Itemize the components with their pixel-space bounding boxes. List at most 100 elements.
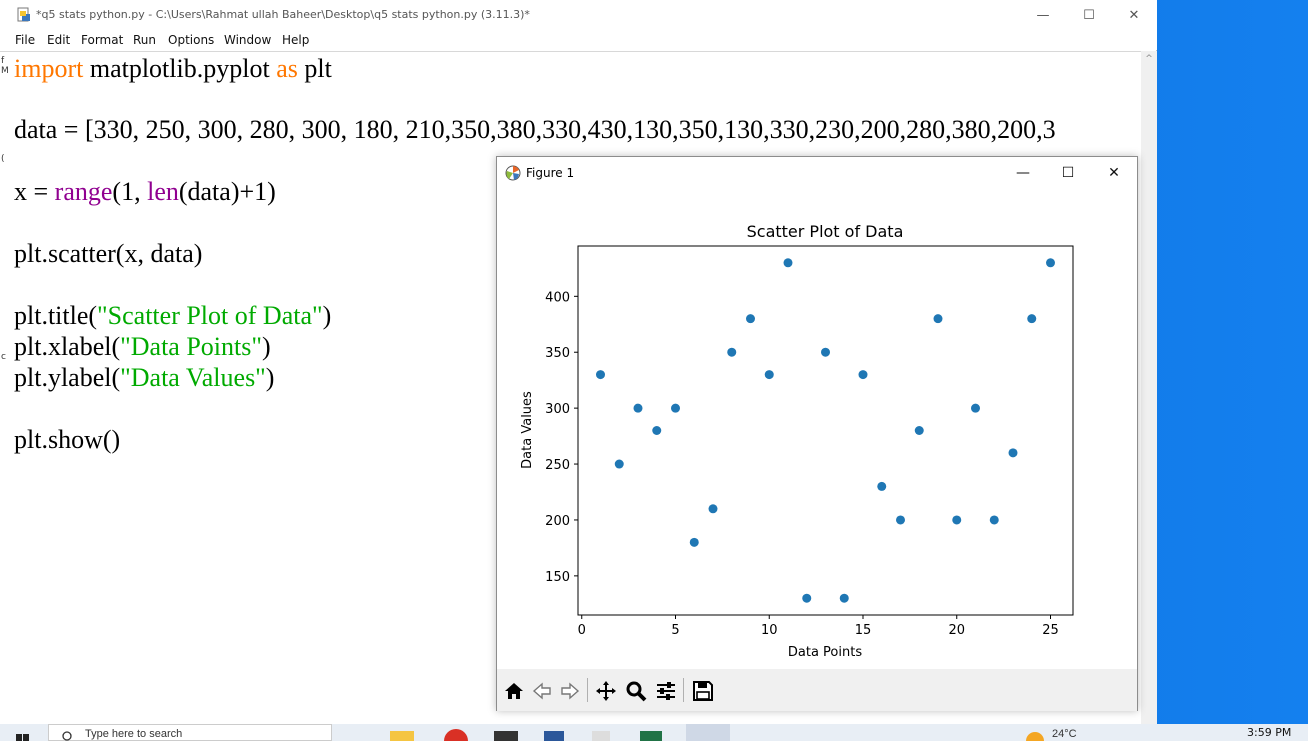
code-line-3: x = range(1, len(data)+1) xyxy=(14,177,276,206)
chrome-icon[interactable] xyxy=(444,729,468,741)
code-line-6: plt.xlabel("Data Points") xyxy=(14,332,271,361)
figure-toolbar xyxy=(497,669,1137,711)
menu-run[interactable]: Run xyxy=(133,33,157,47)
scatter-point xyxy=(1046,258,1055,268)
menu-file[interactable]: File xyxy=(15,33,36,47)
task-view-icon[interactable] xyxy=(340,724,388,741)
home-icon[interactable] xyxy=(501,678,527,704)
scatter-point xyxy=(764,370,774,380)
x-tick-label: 20 xyxy=(948,623,965,638)
minimize-button[interactable]: — xyxy=(1036,7,1050,23)
configure-icon[interactable] xyxy=(653,678,679,704)
search-icon xyxy=(62,731,72,741)
scatter-point xyxy=(783,258,793,268)
figure-minimize-button[interactable]: — xyxy=(1016,164,1030,181)
code-line-4: plt.scatter(x, data) xyxy=(14,239,203,268)
scatter-point xyxy=(652,426,662,435)
scatter-point xyxy=(802,593,812,603)
editor-titlebar[interactable]: *q5 stats python.py - C:\Users\Rahmat ul… xyxy=(0,0,1157,30)
zoom-icon[interactable] xyxy=(623,678,649,704)
windows-icon xyxy=(16,734,29,741)
code-line-1: import matplotlib.pyplot as plt xyxy=(14,54,332,83)
code-line-5: plt.title("Scatter Plot of Data") xyxy=(14,301,332,330)
scatter-point xyxy=(727,347,737,357)
y-tick-label: 250 xyxy=(545,458,570,473)
save-icon[interactable] xyxy=(690,678,716,704)
x-tick-label: 15 xyxy=(855,623,872,638)
scatter-point xyxy=(671,403,680,413)
figure-maximize-button[interactable]: ☐ xyxy=(1061,164,1075,181)
start-button[interactable] xyxy=(0,724,46,741)
gutter-char: c xyxy=(1,352,6,362)
x-tick-label: 5 xyxy=(671,623,679,638)
y-tick-label: 300 xyxy=(545,402,570,417)
plot-frame xyxy=(577,245,1074,616)
scatter-point xyxy=(839,593,849,603)
y-tick-label: 400 xyxy=(545,290,570,305)
figure-titlebar[interactable]: Figure 1 — ☐ ✕ xyxy=(497,157,1137,188)
toolbar-separator xyxy=(587,678,588,702)
scatter-point xyxy=(596,370,605,380)
excel-icon[interactable] xyxy=(640,731,662,741)
scatter-point xyxy=(1008,448,1018,458)
scatter-point xyxy=(633,403,643,413)
x-tick-label: 25 xyxy=(1042,623,1059,638)
y-axis-label: Data Values xyxy=(520,391,535,469)
scatter-point xyxy=(896,515,905,525)
taskbar-search-input[interactable]: Type here to search xyxy=(48,724,332,741)
x-axis-label: Data Points xyxy=(788,645,862,660)
menu-format[interactable]: Format xyxy=(81,33,124,47)
x-tick-label: 10 xyxy=(761,623,778,638)
menu-window[interactable]: Window xyxy=(224,33,272,47)
toolbar-separator xyxy=(683,678,684,702)
menu-edit[interactable]: Edit xyxy=(47,33,71,47)
weather-icon xyxy=(1026,732,1044,741)
menu-help[interactable]: Help xyxy=(282,33,310,47)
figure-title: Figure 1 xyxy=(526,166,575,180)
vertical-scrollbar[interactable] xyxy=(1141,51,1157,724)
figure-close-button[interactable]: ✕ xyxy=(1108,164,1120,181)
menu-options[interactable]: Options xyxy=(168,33,215,47)
document-icon[interactable] xyxy=(592,731,610,741)
gutter-char: ( xyxy=(1,154,5,164)
x-tick-label: 0 xyxy=(578,623,586,638)
scatter-point xyxy=(933,314,943,324)
code-line-8: plt.show() xyxy=(14,425,121,454)
code-line-7: plt.ylabel("Data Values") xyxy=(14,363,275,392)
terminal-icon[interactable] xyxy=(494,731,518,741)
scatter-point xyxy=(914,426,924,435)
forward-icon[interactable] xyxy=(557,678,583,704)
word-icon[interactable] xyxy=(544,731,564,741)
code-line-2: data = [330, 250, 300, 280, 300, 180, 21… xyxy=(14,115,1056,144)
matplotlib-icon xyxy=(505,165,521,181)
taskbar: Type here to search 24°C 3:59 PM xyxy=(0,724,1308,741)
scroll-up-icon[interactable]: ^ xyxy=(1145,54,1153,64)
clock[interactable]: 3:59 PM xyxy=(1247,726,1292,739)
scatter-point xyxy=(989,515,999,525)
y-tick-label: 200 xyxy=(545,514,570,529)
scatter-point xyxy=(877,481,887,491)
figure-window: Figure 1 — ☐ ✕ Scatter Plot of Data 0 5 10… xyxy=(496,156,1138,711)
maximize-button[interactable]: ☐ xyxy=(1083,7,1095,23)
close-button[interactable]: ✕ xyxy=(1128,7,1140,23)
back-icon[interactable] xyxy=(529,678,555,704)
scatter-point xyxy=(858,370,868,380)
scatter-point xyxy=(971,403,980,413)
scatter-point xyxy=(689,537,699,547)
gutter-char: M xyxy=(1,66,9,76)
scatter-point xyxy=(708,504,718,514)
gutter-char: f xyxy=(1,56,5,66)
scatter-point xyxy=(821,347,830,357)
scatter-plot[interactable]: Scatter Plot of Data 0 5 10 15 20 25 150 200 25… xyxy=(497,188,1137,669)
scatter-point xyxy=(614,459,624,469)
matplotlib-taskbar-icon[interactable] xyxy=(686,724,730,741)
y-tick-label: 350 xyxy=(545,346,570,361)
scatter-point xyxy=(1027,314,1037,324)
pan-icon[interactable] xyxy=(593,678,619,704)
scatter-point xyxy=(952,515,962,525)
plot-background xyxy=(497,188,1137,669)
weather-text: 24°C xyxy=(1052,728,1077,740)
scatter-point xyxy=(746,314,755,324)
file-explorer-icon[interactable] xyxy=(390,731,414,741)
search-placeholder: Type here to search xyxy=(85,728,183,740)
